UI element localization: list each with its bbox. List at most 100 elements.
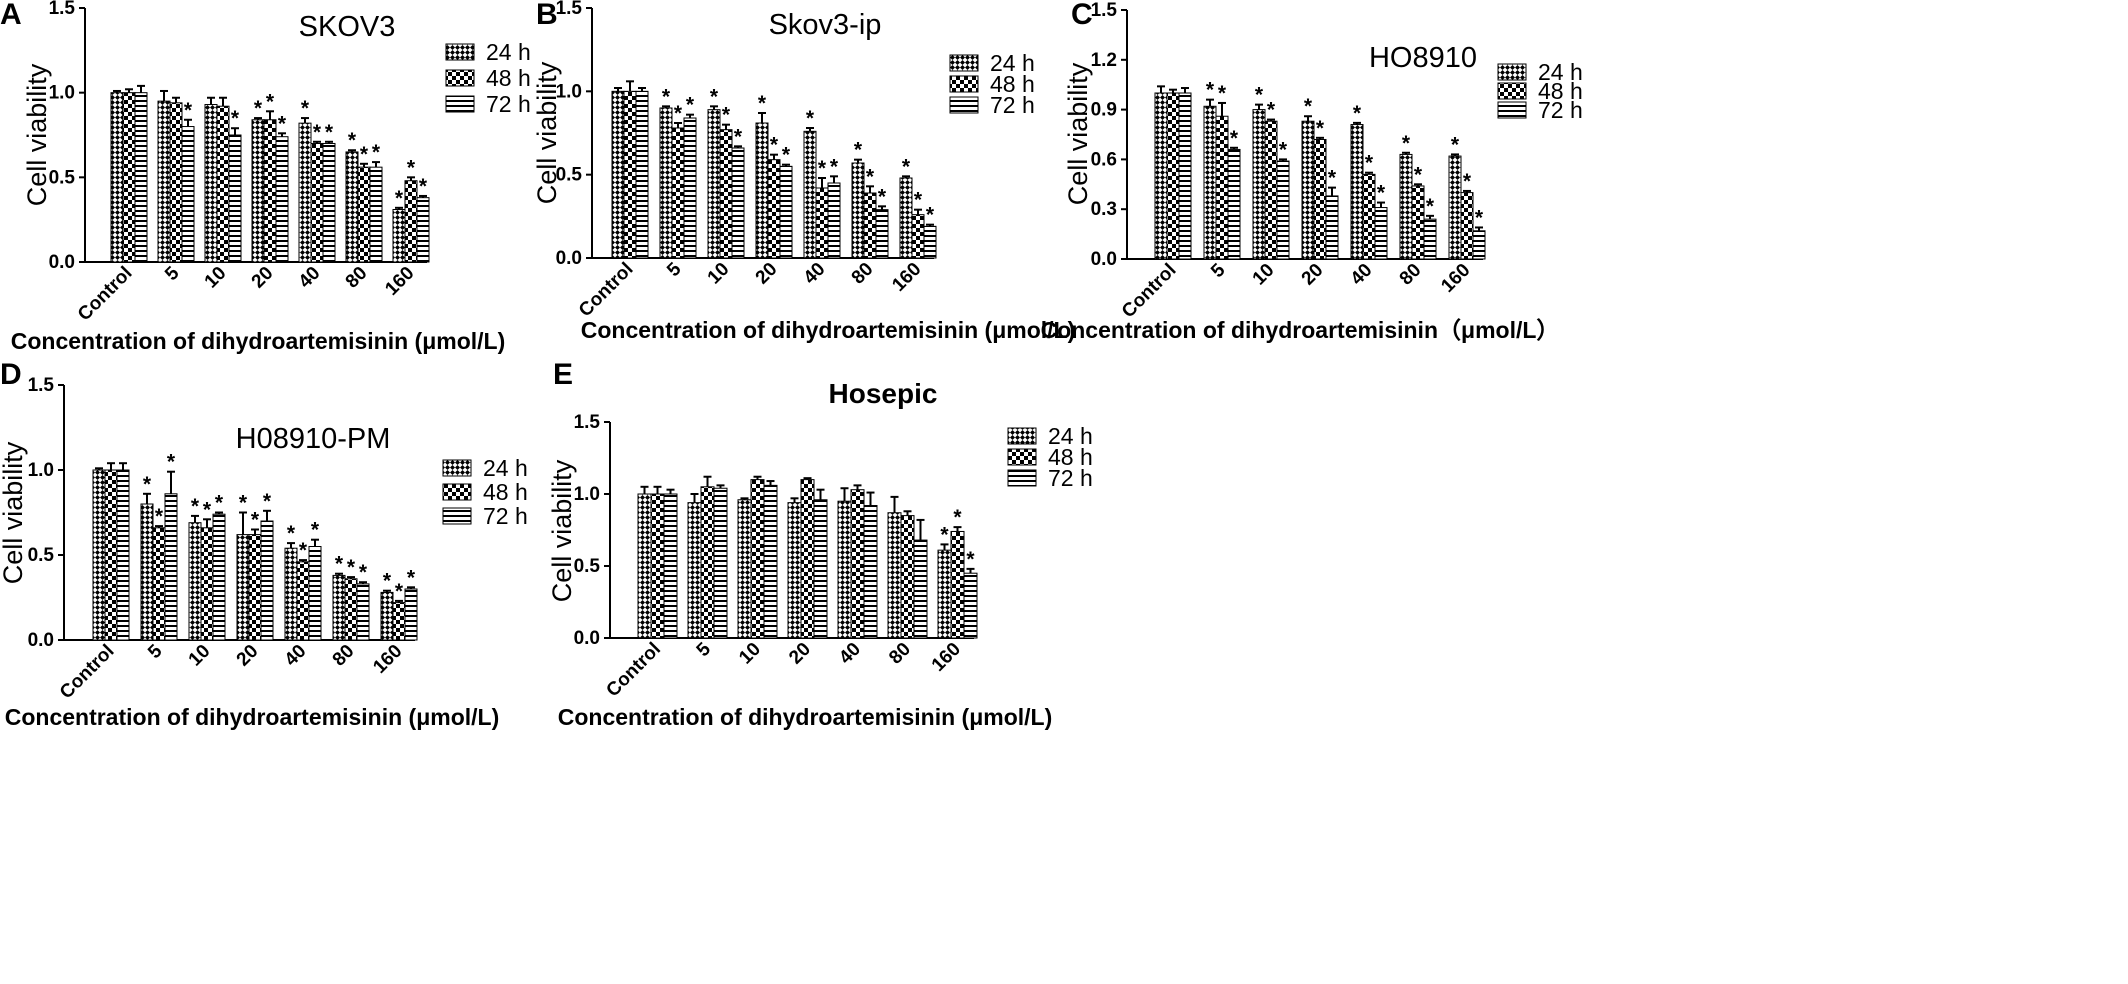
y-tick-label: 1.5: [49, 0, 76, 19]
panel-c: C HO8910 0.0 0.3 0.6 0.9 1.2 1.5 Cell viability C…: [1041, 0, 1583, 343]
significance-star: *: [1267, 99, 1276, 122]
legend-label: 24 h: [1048, 423, 1093, 449]
significance-star: *: [1206, 79, 1215, 102]
category-label: 80: [329, 641, 359, 671]
bar-24h-20: [236, 534, 250, 641]
x-axis-label: Concentration of dihydroartemisinin (μmo…: [581, 317, 1076, 343]
significance-star: *: [854, 139, 863, 162]
significance-star: *: [734, 125, 743, 148]
panel-e: E Hosepic 0.0 0.5 1.0 1.5 Cell viability Concen…: [547, 358, 1093, 730]
significance-star: *: [926, 204, 935, 227]
significance-star: *: [372, 141, 381, 164]
legend-swatch: [949, 54, 979, 72]
category-label: 5: [161, 262, 184, 285]
bar-48h-40: [815, 187, 829, 259]
significance-star: *: [278, 112, 287, 135]
bar-48h-80: [900, 515, 915, 639]
bar-48h-40: [310, 142, 324, 263]
category-label: 160: [381, 263, 418, 300]
significance-star: *: [770, 134, 779, 157]
category-label: 10: [1249, 260, 1279, 290]
significance-star: *: [1365, 152, 1374, 175]
y-tick-label: 0.6: [1091, 149, 1117, 170]
significance-star: *: [686, 94, 695, 117]
legend-swatch: [445, 43, 475, 61]
bar-72h-80: [1423, 218, 1437, 260]
bar-72h-5: [713, 487, 728, 639]
significance-star: *: [1475, 206, 1484, 229]
bar-48h-10: [1264, 120, 1278, 260]
significance-star: *: [231, 107, 240, 130]
significance-star: *: [311, 519, 320, 542]
significance-star: *: [155, 505, 164, 528]
legend-label: 24 h: [990, 50, 1035, 76]
significance-star: *: [966, 548, 975, 571]
bar-48h-5: [1215, 115, 1229, 260]
significance-star: *: [1279, 138, 1288, 161]
legend-swatch: [442, 483, 472, 501]
bar-48h-20: [248, 534, 262, 641]
panel-letter: A: [0, 0, 22, 31]
bar-24h-control: [110, 92, 124, 263]
bar-24h-80: [332, 574, 346, 641]
significance-star: *: [407, 566, 416, 589]
bar-72h-160: [416, 197, 430, 263]
bar-24h-5: [1203, 105, 1217, 260]
significance-star: *: [287, 522, 296, 545]
legend-swatch: [442, 459, 472, 477]
bar-72h-80: [875, 209, 889, 259]
bar-72h-160: [923, 225, 937, 259]
bar-72h-control: [116, 469, 130, 641]
significance-star: *: [662, 85, 671, 108]
legend-label: 72 h: [486, 91, 531, 117]
bar-72h-control: [635, 90, 649, 259]
bar-72h-160: [963, 572, 978, 639]
category-label: 40: [800, 259, 830, 289]
category-label: 10: [185, 641, 215, 671]
significance-star: *: [1451, 133, 1460, 156]
category-label: 160: [1437, 260, 1474, 297]
legend-label: 72 h: [483, 503, 528, 529]
panel-a: A SKOV3 0.0 0.5 1.0 1.5 Cell viability Concentr…: [0, 0, 531, 354]
legend-swatch: [445, 69, 475, 87]
category-label: 40: [1347, 260, 1377, 290]
y-tick-label: 0.9: [1091, 100, 1117, 121]
bar-72h-control: [1178, 92, 1192, 260]
category-label: 20: [1298, 260, 1328, 290]
bar-24h-40: [1350, 124, 1364, 260]
y-tick-label: 1.5: [28, 375, 55, 396]
category-label: 160: [369, 641, 406, 678]
bar-48h-160: [911, 214, 925, 259]
bar-72h-5: [1227, 148, 1241, 260]
chart-title: Skov3-ip: [769, 9, 882, 41]
bar-48h-40: [296, 561, 310, 641]
bar-72h-80: [356, 583, 370, 641]
bar-48h-20: [1313, 138, 1327, 260]
significance-star: *: [395, 187, 404, 210]
significance-star: *: [1230, 127, 1239, 150]
category-label: 20: [248, 263, 278, 293]
significance-star: *: [335, 553, 344, 576]
category-label: Control: [56, 641, 119, 704]
bar-24h-control: [611, 90, 625, 259]
bar-72h-control: [663, 493, 678, 639]
significance-star: *: [347, 556, 356, 579]
bar-24h-5: [659, 107, 673, 259]
bar-72h-40: [1374, 207, 1388, 260]
y-axis-label: Cell viability: [0, 441, 28, 584]
bar-72h-40: [863, 505, 878, 639]
significance-star: *: [1218, 82, 1227, 105]
legend-swatch: [1007, 427, 1037, 445]
bar-24h-160: [380, 591, 394, 641]
bar-48h-20: [800, 479, 815, 639]
bar-24h-10: [707, 109, 721, 259]
bar-48h-control: [104, 469, 118, 641]
panel-d: D H08910-PM 0.0 0.5 1.0 1.5 Cell viability Conc…: [0, 358, 528, 730]
y-tick-label: 1.0: [28, 460, 54, 481]
bar-48h-160: [392, 602, 406, 641]
significance-star: *: [1402, 132, 1411, 155]
category-label: 5: [663, 258, 686, 281]
bar-48h-80: [344, 578, 358, 641]
category-label: 160: [888, 259, 925, 296]
